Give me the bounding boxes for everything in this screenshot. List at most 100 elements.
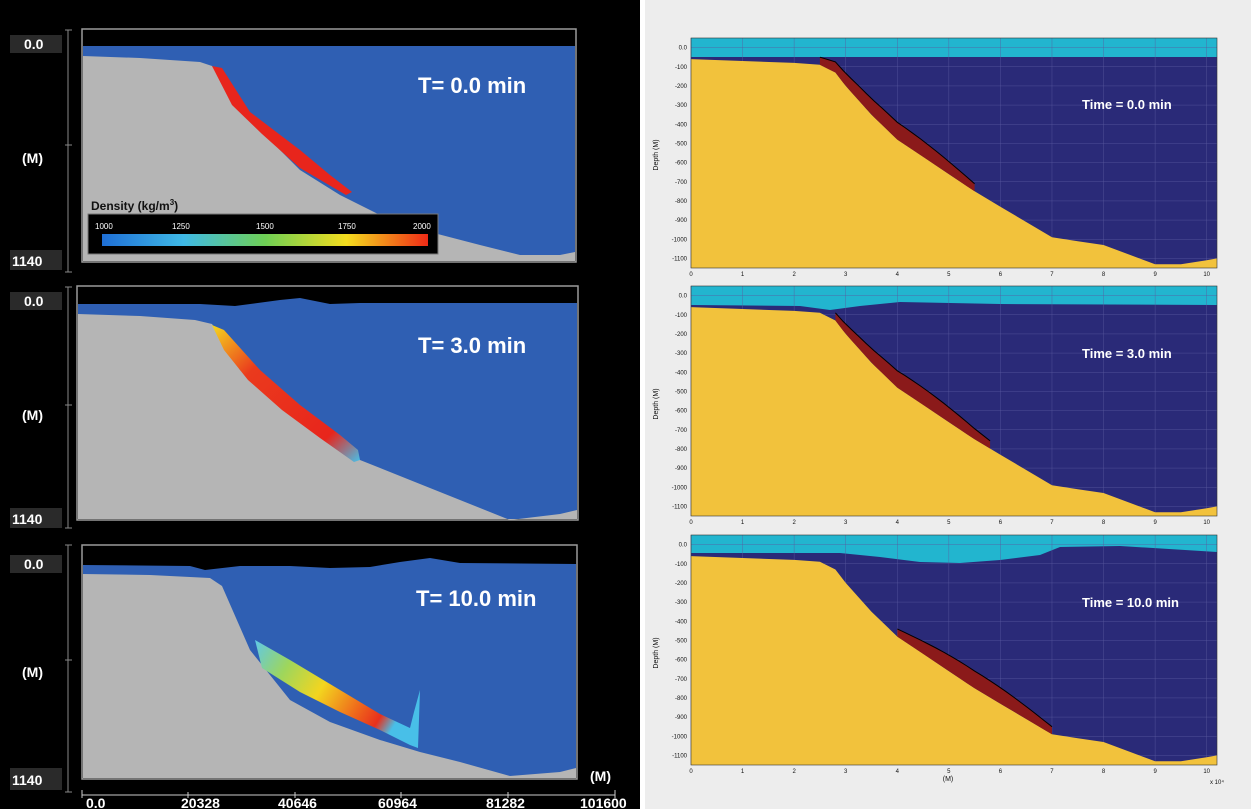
colorbar-tick-1750: 1750 (338, 222, 356, 231)
right-x-tick: 7 (1050, 272, 1054, 278)
right-x-tick: 5 (947, 520, 951, 526)
right-y-tick: -1100 (672, 256, 688, 262)
left-panel-1-seabed (83, 56, 575, 261)
left-x-tick-3: 60964 (378, 795, 417, 809)
right-y-tick: -800 (675, 447, 688, 453)
right-x-tick: 6 (999, 769, 1003, 775)
colorbar-tick-1250: 1250 (172, 222, 190, 231)
left-depth-top-box-3 (10, 555, 62, 573)
right-x-tick: 8 (1102, 272, 1106, 278)
left-panel-3: T= 10.0 min (81, 544, 578, 780)
left-panel-2-frame (76, 285, 579, 521)
right-panel-frame (690, 285, 1218, 517)
right-y-tick: -300 (675, 103, 688, 109)
left-panel-2-label: T= 3.0 min (418, 333, 526, 358)
right-y-tick: -200 (675, 84, 688, 90)
right-y-tick: 0.0 (679, 543, 688, 549)
right-y-tick: -400 (675, 619, 688, 625)
left-depth-top-label-1: 0.0 (24, 36, 44, 52)
left-depth-bottom-label-3: 1140 (12, 772, 43, 788)
right-slide (835, 312, 991, 449)
left-panel-2-slide (212, 325, 360, 462)
right-y-tick: -200 (675, 581, 688, 587)
left-x-tick-0: 0.0 (86, 795, 106, 809)
right-y-tick: -700 (675, 428, 688, 434)
right-y-tick: -300 (675, 600, 688, 606)
left-panel-1-slide (212, 66, 352, 195)
right-seabed (691, 307, 1217, 516)
right-y-tick: -600 (675, 161, 688, 167)
right-y-tick: -1000 (672, 237, 688, 243)
right-y-tick: -1100 (672, 753, 688, 759)
right-y-tick: -400 (675, 370, 688, 376)
right-y-tick: -600 (675, 409, 688, 415)
left-depth-top-box-1 (10, 35, 62, 53)
right-panel-2: Depth (M) 0.0 -100 -200 -300 -400 -500 -600 -70… (653, 285, 1218, 526)
right-y-tick: -900 (675, 715, 688, 721)
right-y-tick: -600 (675, 658, 688, 664)
left-panel-2-seabed (78, 314, 577, 520)
left-depth-bottom-box-2 (10, 508, 62, 528)
left-x-unit: (M) (590, 768, 611, 784)
right-x-tick: 0 (689, 769, 693, 775)
right-slide (897, 628, 1052, 735)
right-panel-3-ylabel: Depth (M) (653, 637, 660, 668)
right-panel-1: Depth (M) 0.0 -100 -200 -300 -400 -500 -600 -70… (653, 37, 1218, 278)
right-slide (819, 57, 975, 192)
right-panel-3-label: Time = 10.0 min (1082, 595, 1179, 610)
left-x-tick-4: 81282 (486, 795, 525, 809)
left-x-tick-5: 101600 (580, 795, 627, 809)
right-x-tick: 9 (1153, 769, 1157, 775)
left-unit-label-1: (M) (22, 150, 43, 166)
right-x-tick: 9 (1153, 272, 1157, 278)
left-panel-1: T= 0.0 min Density (kg/m3) 1000 1250 150… (81, 28, 577, 263)
right-x-tick: 3 (844, 520, 848, 526)
right-y-tick: -100 (675, 562, 688, 568)
left-panel-1-label: T= 0.0 min (418, 73, 526, 98)
right-panel-frame (690, 534, 1218, 766)
left-depth-top-box-2 (10, 292, 62, 310)
right-x-tick: 6 (999, 520, 1003, 526)
right-y-tick: -700 (675, 677, 688, 683)
right-y-tick: -1100 (672, 504, 688, 510)
left-depth-top-label-2: 0.0 (24, 293, 44, 309)
right-y-tick: -500 (675, 389, 688, 395)
right-panels: Depth (M) 0.0 -100 -200 -300 -400 -500 -600 -70… (653, 37, 1218, 775)
right-seabed (691, 556, 1217, 765)
right-slide-outline (897, 628, 1053, 728)
left-panel-3-seabed (83, 574, 576, 778)
right-y-tick: -800 (675, 199, 688, 205)
right-panel-2-label: Time = 3.0 min (1082, 346, 1172, 361)
left-x-tick-1: 20328 (181, 795, 220, 809)
right-y-tick: -1000 (672, 485, 688, 491)
right-y-tick: 0.0 (679, 294, 688, 300)
colorbar-tick-2000: 2000 (413, 222, 431, 231)
right-panel-frame (690, 37, 1218, 269)
right-x-tick: 4 (896, 272, 900, 278)
right-seabed (691, 59, 1217, 268)
colorbar-gradient (102, 234, 428, 246)
left-panel-2: T= 3.0 min (76, 285, 579, 521)
right-xlabel: (M) (943, 776, 954, 783)
right-slide-outline (819, 56, 975, 185)
right-x-tick: 2 (792, 272, 796, 278)
right-x-tick: 4 (896, 769, 900, 775)
left-panel-3-label: T= 10.0 min (416, 586, 536, 611)
right-y-tick: -1000 (672, 734, 688, 740)
right-x-tick: 10 (1203, 520, 1210, 526)
colorbar-tick-1500: 1500 (256, 222, 274, 231)
right-x-tick: 10 (1203, 769, 1210, 775)
right-x-tick: 2 (792, 520, 796, 526)
right-x-tick: 1 (741, 272, 745, 278)
right-x-tick: 0 (689, 520, 693, 526)
left-depth-top-label-3: 0.0 (24, 556, 44, 572)
right-x-tick: 2 (792, 769, 796, 775)
right-x-tick: 6 (999, 272, 1003, 278)
right-panel-3-surface (691, 535, 1217, 563)
right-x-tick: 7 (1050, 520, 1054, 526)
left-depth-bottom-label-1: 1140 (12, 253, 43, 269)
right-y-tick: -200 (675, 332, 688, 338)
colorbar-title: Density (kg/m3) (91, 198, 178, 213)
